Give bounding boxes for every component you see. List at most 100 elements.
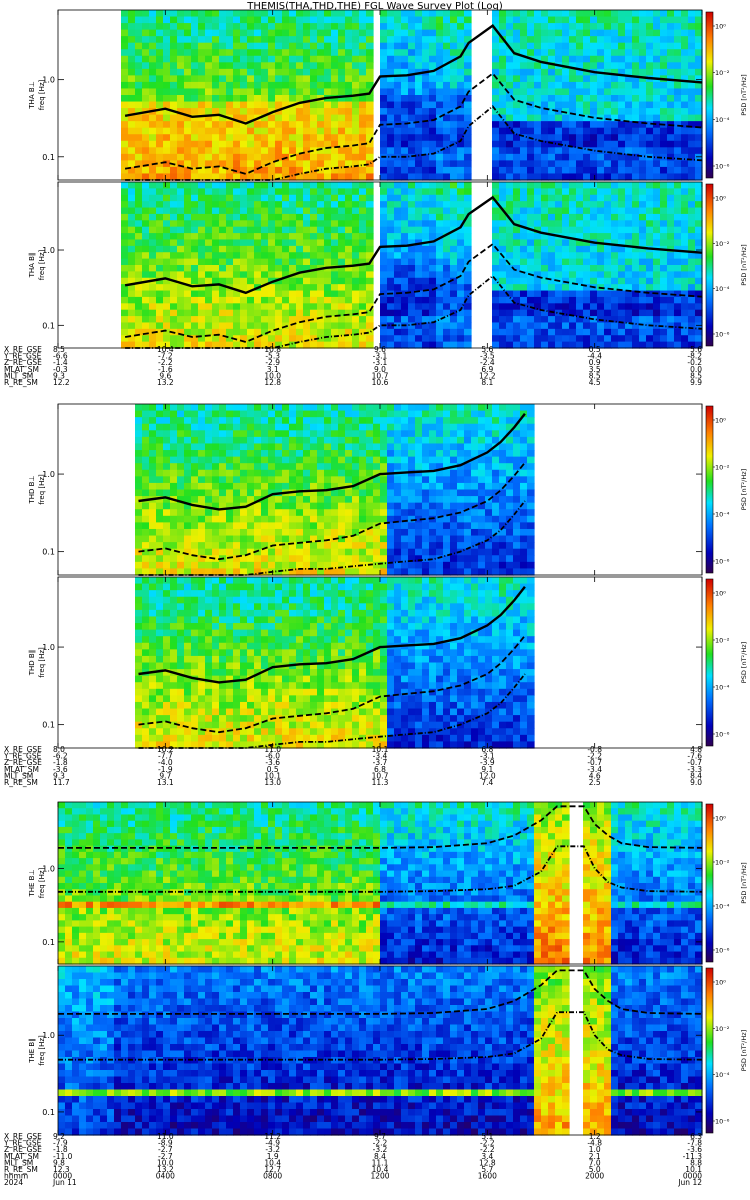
spectrogram-cell: [506, 153, 514, 161]
spectrogram-cell: [275, 450, 283, 458]
spectrogram-cell: [576, 127, 584, 135]
spectrogram-cell: [499, 114, 507, 122]
spectrogram-cell: [177, 271, 185, 279]
spectrogram-cell: [499, 220, 507, 228]
spectrogram-cell: [191, 252, 199, 260]
spectrogram-cell: [191, 114, 199, 122]
spectrogram-cell: [219, 423, 227, 431]
spectrogram-cell: [261, 423, 269, 431]
spectrogram-cell: [506, 140, 514, 148]
spectrogram-cell: [212, 316, 220, 324]
spectrogram-cell: [562, 239, 570, 247]
spectrogram-cell: [653, 303, 661, 311]
spectrogram-cell: [142, 49, 150, 57]
spectrogram-cell: [324, 101, 332, 109]
spectrogram-cell: [562, 160, 570, 168]
spectrogram-cell: [268, 166, 276, 175]
spectrogram-cell: [163, 322, 171, 330]
spectrogram-cell: [275, 173, 283, 181]
spectrogram-cell: [317, 16, 325, 24]
spectrogram-cell: [380, 239, 388, 247]
spectrogram-cell: [135, 568, 143, 576]
spectrogram-cell: [177, 316, 185, 324]
spectrogram-cell: [331, 476, 339, 484]
spectrogram-cell: [429, 296, 437, 304]
spectrogram-cell: [156, 555, 164, 563]
spectrogram-cell: [611, 207, 619, 215]
spectrogram-cell: [191, 322, 199, 330]
spectrogram-cell: [562, 127, 570, 135]
spectrogram-cell: [401, 147, 409, 155]
spectrogram-cell: [219, 568, 227, 576]
spectrogram-cell: [226, 296, 234, 304]
spectrogram-cell: [492, 309, 500, 317]
spectrogram-cell: [142, 328, 150, 336]
spectrogram-cell: [625, 213, 633, 221]
spectrogram-cell: [527, 42, 535, 50]
spectrogram-cell: [688, 29, 696, 37]
spectrogram-cell: [268, 417, 276, 425]
spectrogram-cell: [534, 36, 542, 44]
spectrogram-cell: [597, 328, 605, 336]
spectrogram-cell: [205, 36, 213, 44]
spectrogram-cell: [275, 42, 283, 50]
spectrogram-cell: [464, 335, 472, 343]
spectrogram-cell: [569, 322, 577, 330]
spectrogram-cell: [492, 173, 500, 181]
spectrogram-cell: [128, 16, 136, 24]
spectrogram-cell: [450, 62, 458, 70]
spectrogram-cell: [233, 322, 241, 330]
spectrogram-cell: [142, 535, 150, 543]
spectrogram-cell: [212, 114, 220, 122]
spectrogram-cell: [191, 509, 199, 517]
spectrogram-cell: [541, 220, 549, 228]
spectrogram-cell: [247, 108, 255, 116]
spectrogram-cell: [576, 239, 584, 247]
spectrogram-cell: [611, 108, 619, 116]
spectrogram-cell: [338, 322, 346, 330]
spectrogram-cell: [191, 153, 199, 161]
spectrogram-cell: [345, 160, 353, 168]
spectrogram-cell: [632, 160, 640, 168]
spectrogram-cell: [562, 303, 570, 311]
spectrogram-cell: [513, 36, 521, 44]
spectrogram-cell: [681, 55, 689, 63]
spectrogram-cell: [366, 328, 374, 336]
spectrogram-cell: [240, 239, 248, 247]
spectrogram-cell: [303, 95, 311, 103]
spectrogram-cell: [177, 555, 185, 563]
spectrogram-cell: [499, 160, 507, 168]
spectrogram-cell: [562, 220, 570, 228]
spectrogram-cell: [345, 522, 353, 530]
spectrogram-cell: [163, 173, 171, 181]
spectrogram-cell: [275, 277, 283, 285]
spectrogram-cell: [261, 258, 269, 266]
spectrogram-cell: [324, 88, 332, 96]
spectrogram-cell: [688, 284, 696, 292]
spectrogram-cell: [569, 194, 577, 202]
spectrogram-cell: [198, 134, 206, 142]
spectrogram-cell: [667, 252, 675, 260]
spectrogram-cell: [492, 328, 500, 336]
spectrogram-cell: [156, 341, 164, 349]
spectrogram-cell: [121, 62, 129, 70]
spectrogram-cell: [184, 265, 192, 272]
spectrogram-cell: [611, 166, 619, 175]
spectrogram-cell: [394, 207, 402, 215]
spectrogram-cell: [520, 127, 528, 135]
spectrogram-cell: [289, 88, 297, 96]
spectrogram-cell: [191, 417, 199, 425]
spectrogram-cell: [394, 213, 402, 221]
spectrogram-cell: [324, 258, 332, 266]
spectrogram-cell: [219, 265, 227, 272]
spectrogram-cell: [534, 75, 542, 83]
spectrogram-cell: [289, 49, 297, 57]
spectrogram-cell: [317, 226, 325, 234]
spectrogram-cell: [219, 258, 227, 266]
spectrogram-cell: [331, 548, 339, 556]
spectrogram-cell: [275, 36, 283, 44]
spectrogram-cell: [639, 173, 647, 181]
spectrogram-cell: [632, 194, 640, 202]
spectrogram-cell: [415, 173, 423, 181]
